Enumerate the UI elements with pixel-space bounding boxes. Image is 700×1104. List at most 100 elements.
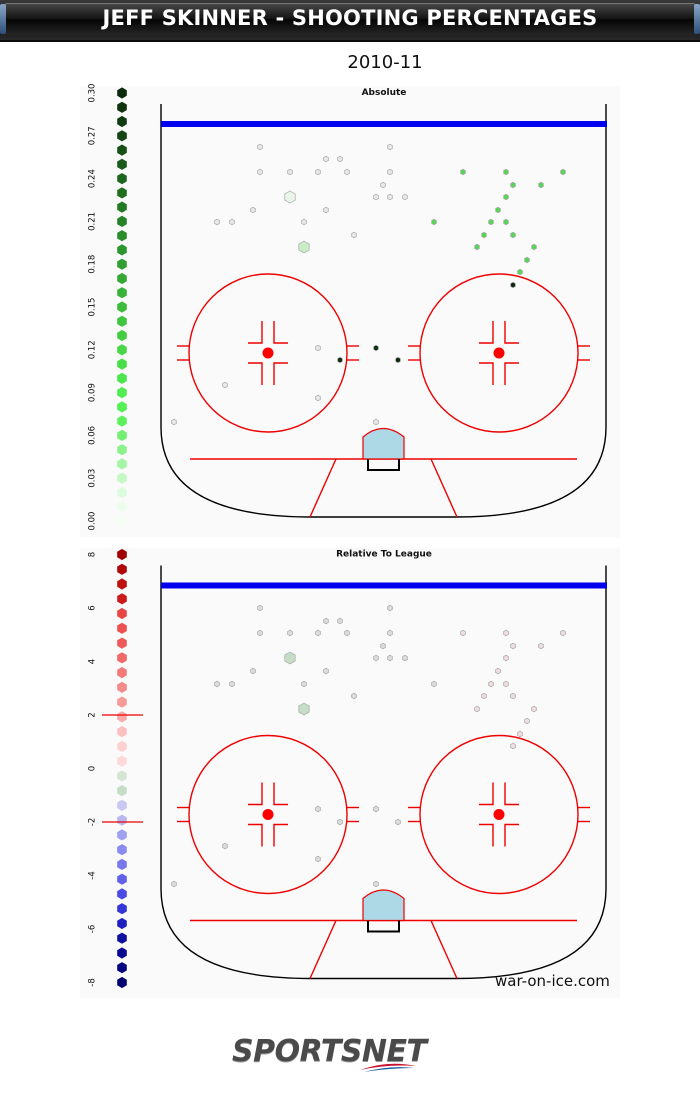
shot-hex (351, 692, 357, 700)
shot-hex (298, 702, 310, 716)
legend-tick-label: 2 (88, 712, 98, 717)
shot-hex (431, 218, 437, 226)
faceoff-circle-left (188, 273, 348, 433)
faceoff-hash-right-1 (504, 321, 519, 344)
legend-swatch (117, 130, 127, 142)
shot-hex (488, 680, 494, 688)
legend-swatch (117, 785, 127, 797)
shot-hex (524, 256, 530, 264)
shot-hex (250, 206, 256, 214)
legend-swatch (117, 486, 127, 499)
header-bar (4, 3, 696, 35)
faceoff-circle-left (188, 734, 348, 895)
faceoff-hash-left-1 (273, 782, 288, 806)
shot-hex (387, 629, 393, 637)
legend-swatch (117, 607, 127, 620)
shot-hex (531, 243, 537, 251)
goal-crease (362, 889, 405, 922)
legend-swatch (117, 301, 127, 313)
legend-swatch (117, 681, 127, 693)
shot-hex (315, 168, 321, 176)
season-label: 2010-11 (347, 52, 423, 73)
plot-background (80, 86, 620, 537)
shot-hex (495, 206, 501, 214)
legend-swatch (117, 829, 127, 841)
shot-hex (481, 692, 487, 700)
trapezoid-right (430, 920, 458, 979)
faceoff-hash-right-3 (504, 823, 519, 847)
legend-swatch (117, 372, 127, 384)
shot-hex (337, 356, 343, 364)
shot-hex (460, 629, 466, 637)
shot-hex (344, 629, 350, 637)
shot-hex (488, 218, 494, 226)
legend-swatch (117, 917, 127, 930)
rink-boards (160, 565, 607, 980)
rink-boards (160, 104, 607, 518)
legend-tick-label: 0.06 (88, 426, 98, 445)
shot-hex (315, 855, 321, 863)
shot-hex (387, 168, 393, 176)
faceoff-hash-right-3 (504, 362, 519, 385)
credit-text: war-on-ice.com (495, 972, 610, 990)
shot-hex (344, 168, 350, 176)
faceoff-circle-right (419, 273, 579, 433)
legend-swatch (117, 637, 127, 649)
legend-swatch (117, 244, 127, 256)
shot-hex (538, 642, 544, 650)
legend-tick-label: -6 (88, 925, 98, 933)
legend-swatch (117, 215, 127, 227)
legend-tick-label: 0.30 (88, 84, 98, 103)
goal-net (367, 920, 400, 933)
shot-hex (387, 193, 393, 201)
shot-hex (510, 181, 516, 189)
shot-hex (315, 394, 321, 402)
shot-hex (474, 243, 480, 251)
shot-hex (284, 651, 296, 665)
legend-tick-label: 0.09 (88, 383, 98, 402)
legend-swatch (117, 272, 127, 285)
shot-hex (510, 231, 516, 239)
legend-swatch (117, 844, 127, 856)
shot-hex (503, 629, 509, 637)
shot-hex (373, 880, 379, 888)
shot-hex (380, 181, 386, 189)
shot-hex (395, 356, 401, 364)
header-left-cap (0, 4, 6, 34)
shot-hex (495, 667, 501, 675)
faceoff-circle-right (419, 734, 579, 895)
legend-swatch (117, 711, 127, 723)
shot-hex (323, 667, 329, 675)
shot-hex (373, 418, 379, 426)
shot-hex (481, 231, 487, 239)
legend-swatch (117, 358, 127, 370)
shot-hex (298, 240, 310, 254)
shot-hex (284, 190, 296, 204)
legend-tick-label: 0.15 (88, 298, 98, 317)
shot-hex (503, 654, 509, 662)
faceoff-hash-left-0 (248, 321, 263, 344)
shot-hex (560, 168, 566, 176)
legend-swatch (117, 444, 127, 456)
shot-hex (257, 604, 263, 612)
panel-title: Absolute (362, 88, 407, 98)
legend-swatch (117, 87, 127, 99)
legend-swatch (117, 563, 127, 575)
legend-swatch (117, 667, 127, 679)
legend-swatch (117, 726, 127, 738)
legend-tick-label: -4 (88, 871, 98, 879)
shot-hex (503, 680, 509, 688)
faceoff-dot-left (262, 809, 274, 820)
goal-crease (362, 427, 405, 460)
shot-hex (560, 629, 566, 637)
legend-tick-label: 0.00 (88, 512, 98, 531)
legend-tick-label: 0.03 (88, 469, 98, 488)
legend-swatch (117, 740, 127, 752)
legend-swatch (117, 932, 127, 944)
legend-tick-label: 6 (88, 605, 98, 610)
shot-hex (257, 629, 263, 637)
legend-tick-label: 0 (88, 766, 98, 771)
shot-hex (337, 617, 343, 625)
legend-swatch (117, 903, 127, 915)
shot-hex (517, 268, 523, 276)
